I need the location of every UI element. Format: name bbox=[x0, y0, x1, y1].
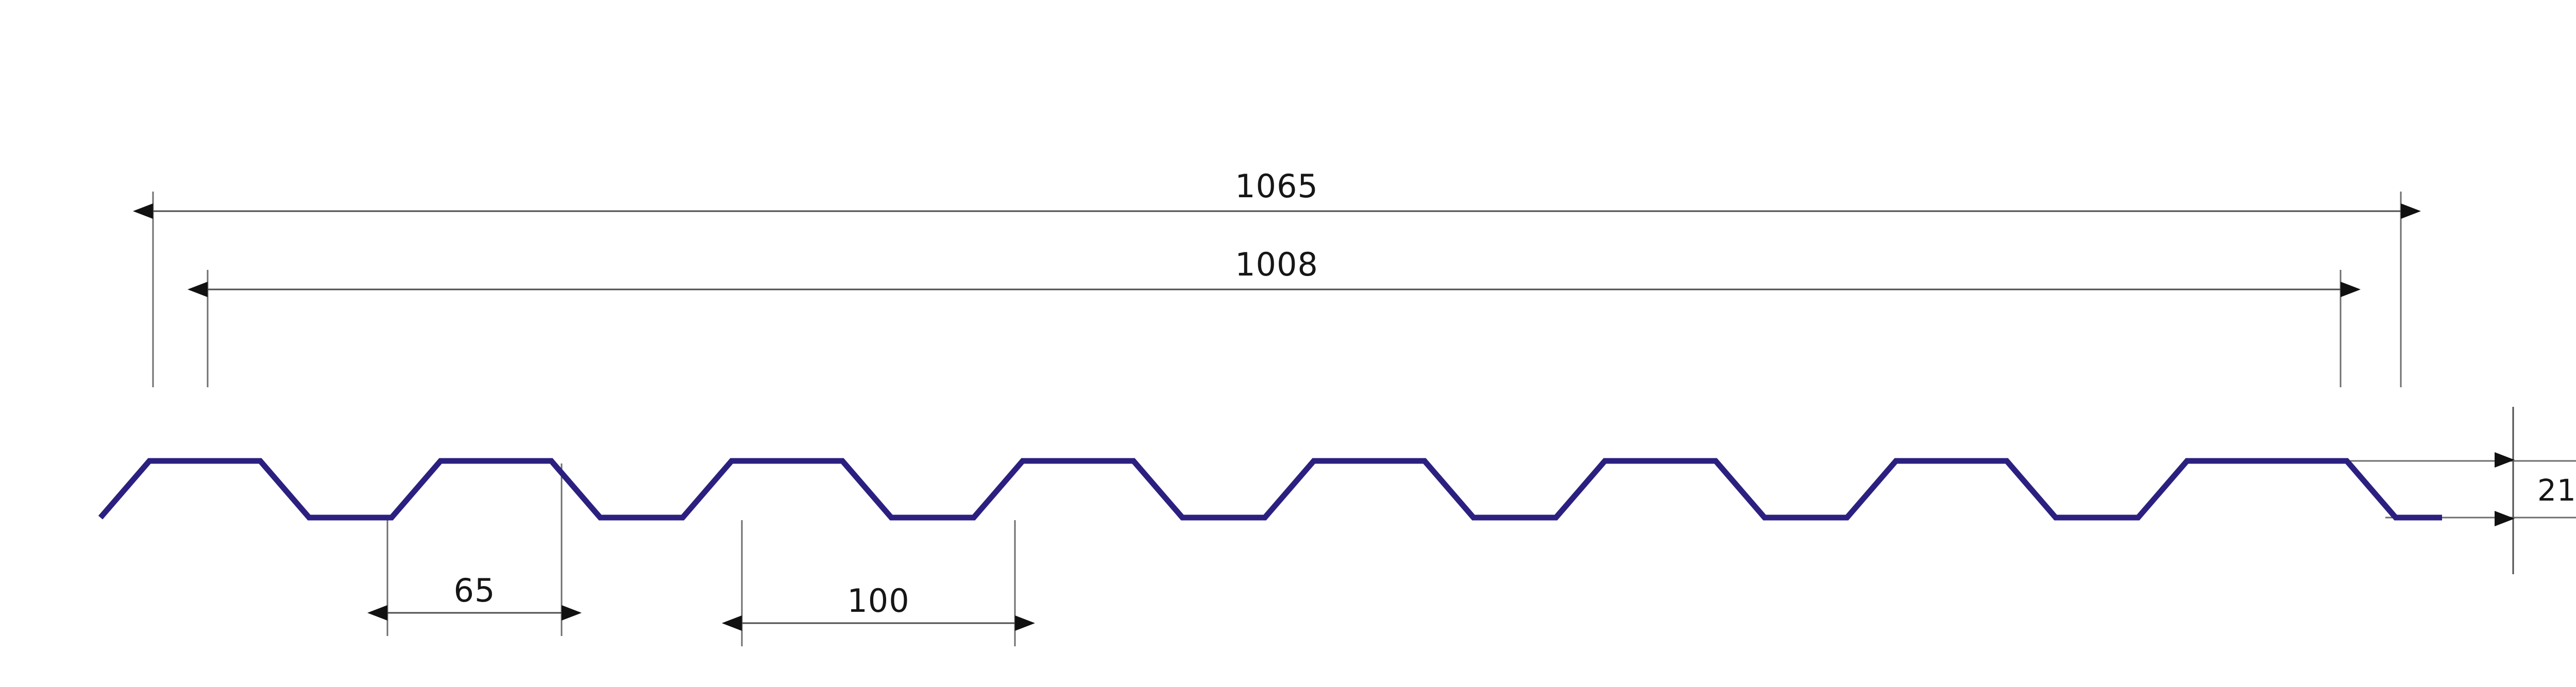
dimension-label-1008: 1008 bbox=[1235, 246, 1318, 283]
dimension-label-21mm: 21 мм bbox=[2537, 473, 2576, 508]
extension-lines-group bbox=[152, 192, 2576, 646]
dimension-label-65: 65 bbox=[454, 572, 496, 609]
dimension-label-1065: 1065 bbox=[1235, 167, 1318, 205]
corrugated-profile-polyline bbox=[98, 458, 2442, 521]
dimension-label-100: 100 bbox=[847, 582, 909, 620]
